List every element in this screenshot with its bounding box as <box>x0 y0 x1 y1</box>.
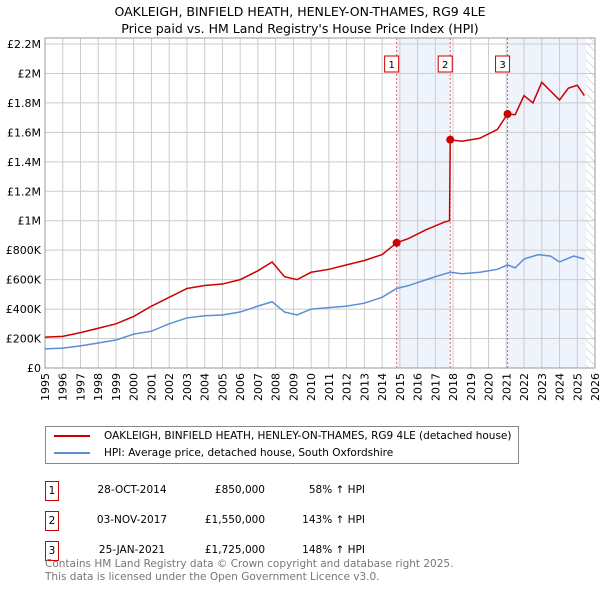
hpi-line <box>44 253 585 350</box>
x-tick-label: 1997 <box>74 373 87 401</box>
sale-hpi-change: 148% ↑ HPI <box>302 544 365 556</box>
y-tick-label: £2.2M <box>7 38 41 51</box>
sale-number-badge: 3 <box>45 541 59 561</box>
property-price-line <box>44 80 585 338</box>
legend: OAKLEIGH, BINFIELD HEATH, HENLEY-ON-THAM… <box>45 426 519 464</box>
chart-subtitle: Price paid vs. HM Land Registry's House … <box>121 21 479 36</box>
sale-hpi-change: 58% ↑ HPI <box>308 484 365 496</box>
x-tick-label: 2004 <box>199 373 212 401</box>
x-tick-label: 2003 <box>181 373 194 401</box>
sale-marker-box <box>495 55 511 73</box>
x-tick-label: 1999 <box>110 373 123 401</box>
sale-point <box>446 135 455 144</box>
sale-price: £850,000 <box>214 484 265 496</box>
x-tick-label: 2011 <box>323 373 336 401</box>
y-tick-label: £2M <box>18 67 42 80</box>
footer-line-1: Contains HM Land Registry data © Crown c… <box>45 558 454 570</box>
x-tick-label: 2002 <box>163 373 176 401</box>
x-tick-label: 2021 <box>500 373 513 401</box>
x-tick-label: 2022 <box>518 373 531 401</box>
sale-point <box>392 238 401 247</box>
x-tick-label: 2007 <box>252 373 265 401</box>
x-tick-label: 2016 <box>412 373 425 401</box>
sale-date: 25-JAN-2021 <box>98 544 166 556</box>
footer: Contains HM Land Registry data © Crown c… <box>45 558 453 584</box>
x-tick-label: 2010 <box>305 373 318 401</box>
x-tick-label: 2001 <box>145 373 158 401</box>
legend-swatch-hpi <box>54 452 90 454</box>
sale-date: 28-OCT-2014 <box>97 484 167 496</box>
sale-marker-box <box>437 55 453 73</box>
y-tick-label: £800K <box>6 244 42 257</box>
y-tick-label: £0 <box>27 362 41 375</box>
y-tick-label: £1.2M <box>7 185 41 198</box>
x-tick-label: 2025 <box>571 373 584 401</box>
sale-marker-number: 2 <box>442 60 448 71</box>
x-tick-label: 2009 <box>287 373 300 401</box>
x-tick-label: 2006 <box>234 373 247 401</box>
y-tick-label: £1.4M <box>7 156 41 169</box>
sale-price: £1,725,000 <box>204 544 265 556</box>
x-tick-label: 2017 <box>429 373 442 401</box>
x-tick-label: 1996 <box>57 373 70 401</box>
y-tick-label: £400K <box>6 303 42 316</box>
y-tick-label: £1M <box>18 215 42 228</box>
x-tick-label: 2023 <box>536 373 549 401</box>
sale-marker-box <box>384 55 400 73</box>
legend-label-property: OAKLEIGH, BINFIELD HEATH, HENLEY-ON-THAM… <box>104 430 512 442</box>
sale-row: 1 28-OCT-2014 £850,000 58% ↑ HPI <box>45 481 445 501</box>
sale-marker-number: 3 <box>499 60 505 71</box>
x-tick-label: 1995 <box>39 373 52 401</box>
x-tick-label: 2012 <box>341 373 354 401</box>
y-tick-label: £200K <box>6 333 42 346</box>
sale-marker-number: 1 <box>388 60 394 71</box>
sale-number-badge: 2 <box>45 511 59 531</box>
x-tick-label: 2000 <box>128 373 141 401</box>
shaded-period-1-2 <box>396 38 451 368</box>
sale-number-badge: 1 <box>45 481 59 501</box>
x-tick-label: 2013 <box>358 373 371 401</box>
shaded-period-3-end <box>507 38 587 368</box>
x-tick-label: 2024 <box>554 373 567 401</box>
x-tick-label: 1998 <box>92 373 105 401</box>
x-tick-label: 2015 <box>394 373 407 401</box>
sale-point <box>503 109 512 118</box>
sale-hpi-change: 143% ↑ HPI <box>302 514 365 526</box>
sale-date: 03-NOV-2017 <box>96 514 168 526</box>
x-tick-label: 2020 <box>483 373 496 401</box>
x-tick-label: 2026 <box>589 373 600 401</box>
plot-area: 1995 1996 1997 1998 1999 2000 2001 2002 2003 2004… <box>6 37 600 401</box>
sale-row: 3 25-JAN-2021 £1,725,000 148% ↑ HPI <box>45 541 445 561</box>
y-tick-label: £1.6M <box>7 126 41 139</box>
x-tick-label: 2014 <box>376 373 389 401</box>
x-tick-label: 2019 <box>465 373 478 401</box>
y-tick-label: £1.8M <box>7 97 41 110</box>
legend-label-hpi: HPI: Average price, detached house, Sout… <box>104 447 394 459</box>
forecast-hatch <box>586 38 595 368</box>
sale-price: £1,550,000 <box>204 514 265 526</box>
x-tick-label: 2005 <box>216 373 229 401</box>
footer-line-2: This data is licensed under the Open Gov… <box>45 571 380 583</box>
sale-row: 2 03-NOV-2017 £1,550,000 143% ↑ HPI <box>45 511 445 531</box>
x-tick-label: 2018 <box>447 373 460 401</box>
y-tick-label: £600K <box>6 274 42 287</box>
x-tick-label: 2008 <box>270 373 283 401</box>
legend-swatch-property <box>54 435 90 437</box>
plot-border <box>44 37 596 369</box>
chart-title: OAKLEIGH, BINFIELD HEATH, HENLEY-ON-THAM… <box>114 4 486 19</box>
